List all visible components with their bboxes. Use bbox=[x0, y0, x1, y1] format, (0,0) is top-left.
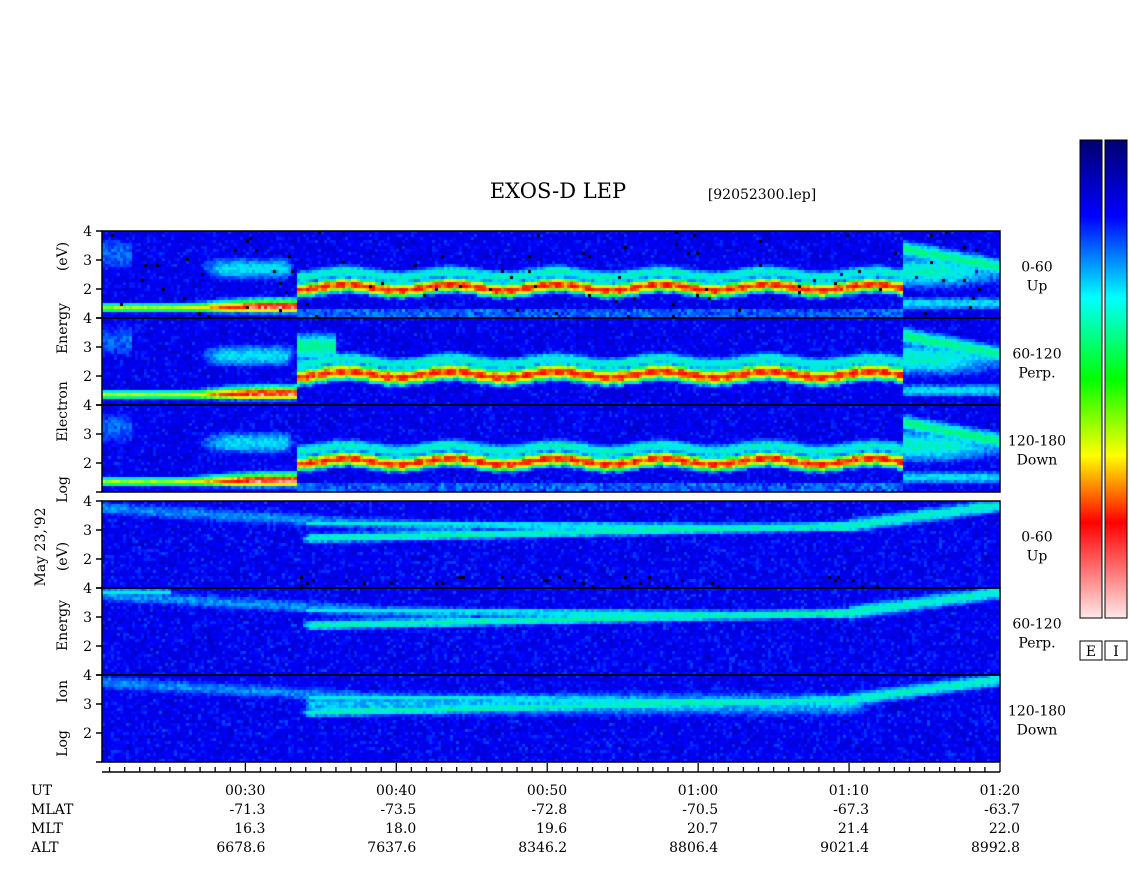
x-axis bbox=[102, 763, 1001, 773]
y-axis-labels: Log Electron Energy (eV) Log Ion Energy (eV) bbox=[55, 242, 71, 757]
ytick-label-ion-1-3: 3 bbox=[83, 610, 92, 626]
ytick-label-ion-2-2: 2 bbox=[83, 726, 92, 742]
x-row-value-mlat: -67.3 bbox=[833, 802, 869, 818]
x-row-value-alt: 6678.6 bbox=[216, 840, 265, 856]
x-row-value-mlt: 19.6 bbox=[536, 821, 567, 837]
y-axes: 2 3 4 2 3 4 2 3 4 2 3 4 2 3 4 2 3 4 bbox=[83, 224, 102, 763]
colorbar-electron-label-box bbox=[1079, 640, 1103, 661]
ytick-label-electron-1-2: 2 bbox=[83, 369, 92, 385]
ytick-label-ion-1-2: 2 bbox=[83, 639, 92, 655]
y-axis-label-word: Log bbox=[55, 476, 71, 503]
spectrogram-ion-0-60 bbox=[102, 501, 1000, 588]
ytick-label-electron-2-3: 3 bbox=[83, 427, 92, 443]
spectrogram-panels bbox=[102, 231, 1000, 762]
ytick-label-electron-1-3: 3 bbox=[83, 340, 92, 356]
x-row-value-ut: 01:20 bbox=[980, 783, 1020, 799]
x-row-value-ut: 00:30 bbox=[225, 783, 265, 799]
ytick-label-ion-1-4: 4 bbox=[83, 581, 92, 597]
pitch-range-label: 120-180 bbox=[1008, 434, 1066, 450]
ytick-label-electron-1-4: 4 bbox=[83, 311, 92, 327]
pitch-range-label: 60-120 bbox=[1012, 347, 1061, 363]
pitch-direction-label: Up bbox=[1027, 279, 1048, 295]
spectrogram-electron-120-180 bbox=[102, 405, 1000, 492]
y-axis-label-word: Energy bbox=[55, 303, 71, 354]
x-row-value-mlat: -71.3 bbox=[229, 802, 265, 818]
y-axis-label-word: (eV) bbox=[55, 542, 71, 571]
pitch-range-label: 0-60 bbox=[1021, 260, 1052, 276]
x-row-value-mlt: 21.4 bbox=[838, 821, 869, 837]
x-row-value-mlt: 16.3 bbox=[234, 821, 265, 837]
x-row-name-mlat: MLAT bbox=[31, 802, 74, 818]
x-row-name-alt: ALT bbox=[30, 840, 59, 856]
pitch-direction-label: Perp. bbox=[1018, 636, 1055, 652]
x-row-value-alt: 8346.2 bbox=[518, 840, 567, 856]
colorbar-ion bbox=[1104, 139, 1128, 619]
x-row-name-mlt: MLT bbox=[31, 821, 63, 837]
date-label: May 23,'92 bbox=[33, 508, 49, 587]
x-row-value-ut: 00:40 bbox=[376, 783, 416, 799]
x-row-value-mlt: 20.7 bbox=[687, 821, 718, 837]
pitch-range-label: 60-120 bbox=[1012, 617, 1061, 633]
x-row-value-alt: 8992.8 bbox=[971, 840, 1020, 856]
spectrogram-electron-60-120 bbox=[102, 318, 1000, 405]
colorbar-ion-label-box bbox=[1104, 640, 1128, 661]
x-row-value-alt: 7637.6 bbox=[367, 840, 416, 856]
y-axis-label-word: Ion bbox=[55, 680, 71, 703]
colorbar-label-ion: I bbox=[1113, 644, 1119, 660]
pitch-angle-labels: 0-60 Up 60-120 Perp. 120-180 Down 0-60 Up 60-120… bbox=[1008, 260, 1066, 739]
x-row-value-ut: 01:00 bbox=[678, 783, 718, 799]
ytick-label-electron-2-4: 4 bbox=[83, 398, 92, 414]
x-row-value-mlat: -72.8 bbox=[531, 802, 567, 818]
chart-title: EXOS-D LEP bbox=[490, 179, 626, 203]
x-row-value-mlt: 22.0 bbox=[989, 821, 1020, 837]
pitch-direction-label: Perp. bbox=[1018, 366, 1055, 382]
pitch-direction-label: Up bbox=[1027, 549, 1048, 565]
ytick-label-ion-0-3: 3 bbox=[83, 523, 92, 539]
spectrogram-ion-120-180 bbox=[102, 675, 1000, 762]
colorbar-electron bbox=[1079, 139, 1103, 619]
x-axis-label-rows: UT 00:30 00:40 00:50 01:00 01:10 01:20 MLAT -71.… bbox=[30, 783, 1020, 856]
ytick-label-ion-0-2: 2 bbox=[83, 552, 92, 568]
x-row-value-ut: 01:10 bbox=[829, 783, 869, 799]
x-row-value-mlat: -70.5 bbox=[682, 802, 718, 818]
pitch-range-label: 120-180 bbox=[1008, 704, 1066, 720]
x-row-value-ut: 00:50 bbox=[527, 783, 567, 799]
y-axis-label-word: Energy bbox=[55, 600, 71, 651]
ytick-label-electron-2-2: 2 bbox=[83, 456, 92, 472]
x-row-name-ut: UT bbox=[31, 783, 53, 799]
ytick-label-ion-2-3: 3 bbox=[83, 697, 92, 713]
ytick-label-ion-2-4: 4 bbox=[83, 668, 92, 684]
y-axis-label-word: Electron bbox=[55, 381, 71, 442]
ytick-label-electron-0-3: 3 bbox=[83, 253, 92, 269]
ytick-label-electron-0-4: 4 bbox=[83, 224, 92, 240]
x-row-value-mlt: 18.0 bbox=[385, 821, 416, 837]
y-axis-label-electron: Log Electron Energy (eV) bbox=[55, 242, 71, 503]
y-axis-label-ion: Log Ion Energy (eV) bbox=[55, 542, 71, 757]
panel-frame-ion-120-180 bbox=[101, 674, 1001, 763]
ytick-label-ion-0-4: 4 bbox=[83, 494, 92, 510]
spectrogram-ion-60-120 bbox=[102, 588, 1000, 675]
x-row-value-mlat: -73.5 bbox=[380, 802, 416, 818]
panel-frame-electron-120-180 bbox=[101, 404, 1001, 493]
pitch-direction-label: Down bbox=[1017, 453, 1058, 469]
x-row-value-alt: 9021.4 bbox=[820, 840, 869, 856]
panel-frames bbox=[101, 230, 1001, 763]
x-row-value-alt: 8806.4 bbox=[669, 840, 718, 856]
pitch-direction-label: Down bbox=[1017, 723, 1058, 739]
y-axis-label-word: (eV) bbox=[55, 242, 71, 271]
y-axis-label-word: Log bbox=[55, 730, 71, 757]
colorbar: E I bbox=[1079, 139, 1128, 661]
spectrogram-electron-0-60 bbox=[102, 231, 1000, 318]
ytick-label-electron-0-2: 2 bbox=[83, 282, 92, 298]
file-label: [92052300.lep] bbox=[708, 187, 816, 203]
colorbar-label-electron: E bbox=[1086, 644, 1096, 660]
x-row-value-mlat: -63.7 bbox=[984, 802, 1020, 818]
pitch-range-label: 0-60 bbox=[1021, 530, 1052, 546]
